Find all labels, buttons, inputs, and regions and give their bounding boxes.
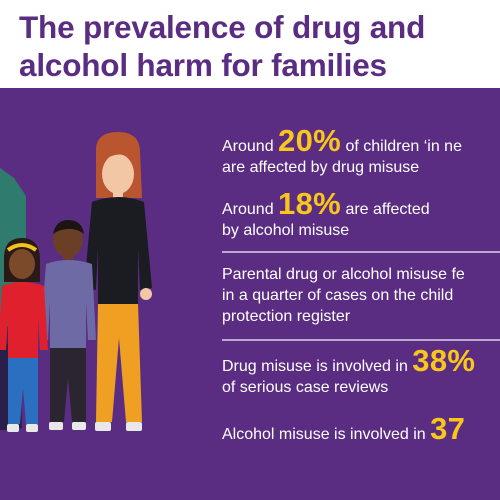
stat-alcohol-serious-case-reviews: Alcohol misuse is involved in 37 bbox=[222, 413, 465, 445]
stat-child-protection-register: Parental drug or alcohol misuse fe in a … bbox=[222, 264, 465, 327]
stat-2-suffix: are affected bbox=[341, 201, 430, 218]
title-line-2: alcohol harm for families bbox=[19, 47, 387, 83]
boy-figure bbox=[40, 220, 96, 430]
infographic-panel: Around 20% of children ‘in ne are affect… bbox=[0, 88, 500, 500]
title-line-1: The prevalence of drug and bbox=[19, 9, 426, 45]
divider bbox=[222, 339, 500, 341]
stat-4-line-2: of serious case reviews bbox=[222, 379, 389, 396]
stat-alcohol-misuse: Around 18% are affected by alcohol misus… bbox=[222, 188, 430, 241]
stat-2-line-2: by alcohol misuse bbox=[222, 222, 350, 239]
stat-5-value: 37 bbox=[430, 411, 466, 446]
stat-5-prefix: Alcohol misuse is involved in bbox=[222, 426, 431, 443]
stat-1-line-2: are affected by drug misuse bbox=[222, 159, 420, 176]
stat-4-value: 38% bbox=[412, 343, 476, 378]
page-title: The prevalence of drug and alcohol harm … bbox=[19, 8, 499, 84]
header: The prevalence of drug and alcohol harm … bbox=[0, 0, 500, 88]
divider bbox=[222, 251, 500, 253]
stat-3-line-1: Parental drug or alcohol misuse fe bbox=[222, 266, 465, 283]
stat-children-drug-misuse: Around 20% of children ‘in ne are affect… bbox=[222, 125, 462, 178]
family-illustration bbox=[0, 132, 152, 432]
stat-4-prefix: Drug misuse is involved in bbox=[222, 358, 413, 375]
stat-3-line-3: protection register bbox=[222, 308, 351, 325]
stat-1-prefix: Around bbox=[222, 138, 279, 155]
stat-1-suffix: of children ‘in ne bbox=[341, 138, 462, 155]
stat-1-value: 20% bbox=[278, 123, 341, 158]
mother-figure bbox=[84, 132, 152, 431]
stat-2-prefix: Around bbox=[222, 201, 279, 218]
stat-drug-serious-case-reviews: Drug misuse is involved in 38% of seriou… bbox=[222, 345, 475, 398]
stat-3-line-2: in a quarter of cases on the child bbox=[222, 287, 454, 304]
girl-figure bbox=[0, 238, 48, 432]
stat-2-value: 18% bbox=[278, 186, 341, 221]
